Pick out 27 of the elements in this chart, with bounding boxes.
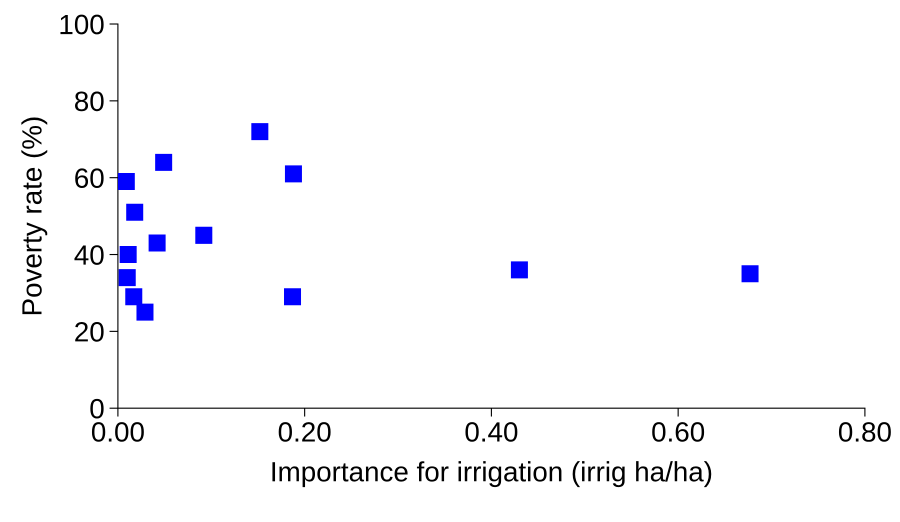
- y-tick-label: 0: [90, 398, 104, 419]
- y-tick-label: 100: [60, 14, 104, 34]
- y-tick-label: 20: [75, 322, 104, 342]
- point: [118, 173, 135, 190]
- point: [510, 261, 528, 278]
- x-tick-label: 0.00: [92, 422, 144, 442]
- point: [195, 226, 212, 244]
- point: [118, 269, 136, 286]
- x-tick-label: 0.80: [838, 422, 891, 442]
- y-tick-label: 80: [75, 92, 104, 112]
- point: [125, 288, 142, 306]
- point: [136, 304, 154, 321]
- x-tick-label: 0.20: [278, 422, 331, 442]
- point: [148, 234, 166, 252]
- point: [251, 123, 268, 140]
- point: [284, 288, 302, 306]
- x-axis-title: Importance for irrigation (irrig ha/ha): [272, 461, 712, 488]
- point: [284, 165, 302, 182]
- y-tick-label: 60: [75, 168, 104, 188]
- point: [120, 246, 137, 264]
- y-tick-label: 40: [74, 245, 104, 265]
- point: [155, 154, 172, 171]
- point: [126, 204, 144, 221]
- x-tick-label: 0.40: [465, 422, 518, 442]
- point: [742, 265, 759, 282]
- x-tick-label: 0.60: [652, 422, 704, 442]
- y-axis-title: Poverty rate (%): [21, 117, 48, 314]
